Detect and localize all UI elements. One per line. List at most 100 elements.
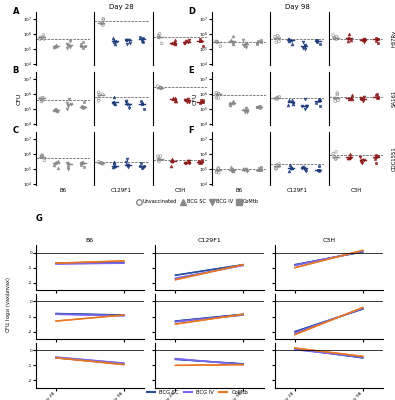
Point: [39, 152, 45, 159]
Point: [330, 150, 337, 157]
Point: [183, 97, 189, 103]
X-axis label: C129F1: C129F1: [111, 188, 132, 193]
Point: [227, 102, 233, 108]
Point: [258, 164, 264, 170]
Point: [331, 154, 337, 160]
Point: [272, 34, 278, 40]
Point: [169, 157, 175, 164]
Point: [65, 103, 71, 109]
Point: [285, 102, 292, 108]
Point: [243, 44, 249, 50]
Point: [168, 39, 175, 46]
Point: [40, 34, 46, 40]
Point: [198, 96, 204, 103]
Point: [158, 85, 165, 91]
Point: [40, 94, 46, 101]
Point: [254, 104, 260, 110]
Point: [213, 90, 219, 96]
Point: [110, 35, 116, 42]
Point: [275, 95, 281, 101]
Point: [40, 95, 46, 101]
Point: [348, 92, 355, 98]
Point: [214, 39, 220, 45]
Point: [79, 102, 85, 109]
Point: [137, 163, 143, 170]
Point: [139, 101, 146, 108]
Point: [302, 42, 308, 49]
Point: [229, 167, 235, 173]
Point: [40, 32, 47, 38]
Point: [257, 103, 263, 110]
Point: [333, 155, 339, 161]
Point: [256, 166, 262, 173]
Point: [64, 41, 71, 48]
Point: [140, 35, 146, 41]
Point: [173, 98, 179, 104]
Point: [182, 97, 188, 104]
Point: [215, 90, 222, 97]
Point: [361, 36, 368, 43]
Point: [348, 94, 355, 101]
Point: [275, 32, 281, 39]
Point: [374, 36, 380, 43]
Point: [316, 103, 323, 109]
Point: [52, 160, 58, 166]
Point: [158, 85, 164, 91]
Point: [230, 98, 237, 104]
Point: [39, 154, 45, 160]
Point: [53, 159, 59, 165]
Point: [254, 104, 260, 110]
Point: [139, 165, 145, 172]
Point: [303, 102, 310, 109]
Point: [375, 36, 381, 42]
Point: [64, 166, 71, 172]
Point: [100, 22, 106, 28]
Point: [169, 95, 176, 101]
Point: [290, 98, 296, 105]
Point: [198, 99, 204, 106]
Point: [346, 31, 352, 37]
Point: [229, 166, 235, 173]
Point: [346, 151, 353, 157]
Point: [276, 94, 282, 100]
Point: [138, 98, 144, 105]
Point: [273, 165, 280, 172]
Y-axis label: CFU: CFU: [16, 92, 21, 105]
Point: [216, 170, 222, 176]
Point: [373, 38, 380, 44]
Point: [185, 160, 192, 166]
Point: [64, 161, 71, 168]
Point: [155, 153, 161, 160]
Point: [96, 98, 102, 104]
Point: [373, 160, 379, 167]
Title: Day 98: Day 98: [285, 4, 310, 10]
Point: [288, 37, 294, 44]
Point: [99, 20, 105, 26]
Point: [373, 35, 380, 41]
Point: [64, 106, 70, 112]
Point: [37, 36, 43, 42]
Point: [314, 38, 320, 45]
Point: [346, 95, 353, 102]
Point: [112, 163, 118, 169]
Point: [64, 160, 71, 166]
Point: [375, 40, 382, 46]
Point: [112, 40, 118, 47]
Point: [333, 34, 340, 40]
Point: [299, 165, 305, 172]
X-axis label: C129F1: C129F1: [287, 188, 308, 193]
Point: [181, 40, 188, 47]
Point: [300, 164, 307, 170]
Point: [243, 105, 249, 112]
Point: [346, 154, 353, 160]
Point: [374, 153, 381, 160]
Text: G: G: [36, 214, 42, 223]
Point: [303, 167, 309, 174]
Point: [199, 157, 205, 164]
Point: [313, 38, 320, 44]
Point: [254, 40, 260, 46]
Point: [139, 36, 145, 42]
Point: [155, 32, 162, 39]
Point: [230, 99, 236, 106]
Point: [81, 99, 87, 106]
